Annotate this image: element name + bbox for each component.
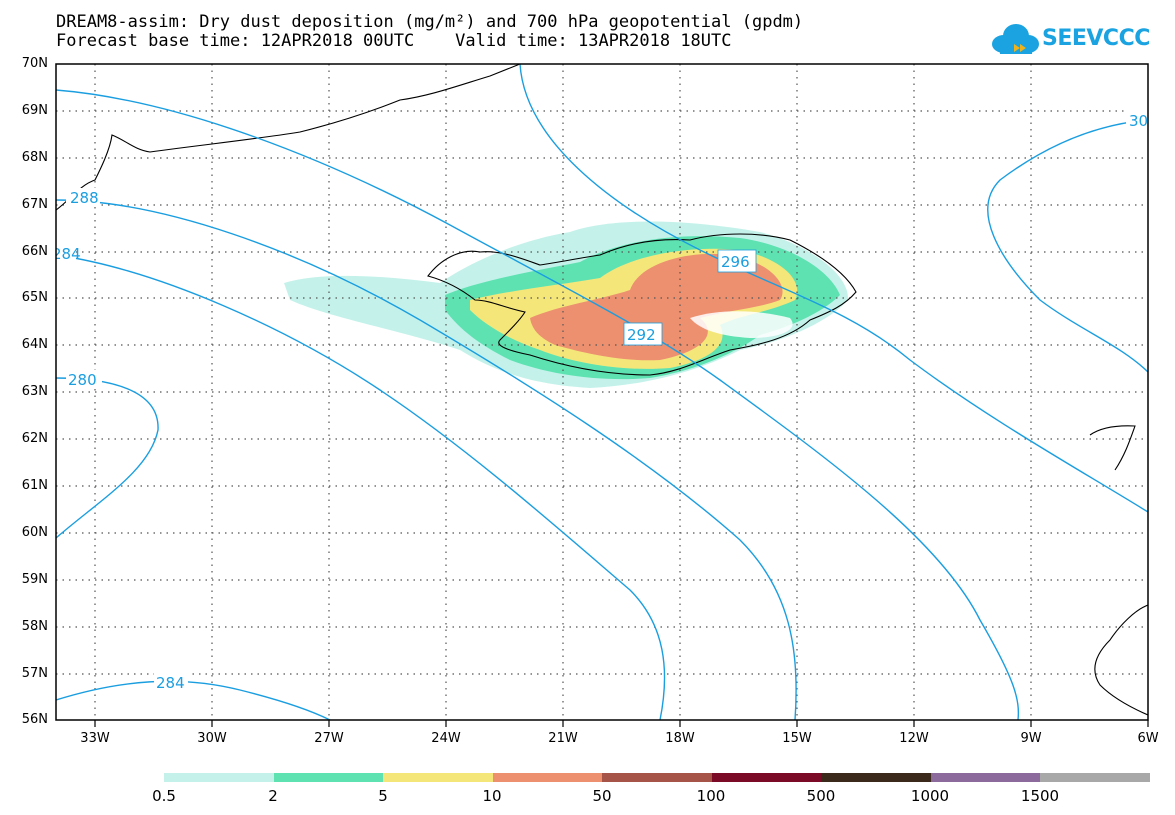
map-frame	[55, 63, 1149, 721]
lat-label: 59N	[21, 572, 48, 587]
colorbar-label: 500	[806, 787, 836, 805]
lat-label: 58N	[21, 619, 48, 634]
axis-ticks	[94, 720, 1149, 727]
graticule	[56, 64, 1148, 720]
colorbar-segment	[1040, 773, 1150, 782]
contour-label: 296	[721, 253, 750, 271]
lat-label: 56N	[21, 712, 48, 727]
cloud-logo-icon	[992, 24, 1039, 54]
colorbar-label: 10	[482, 787, 502, 805]
contour-292	[56, 89, 1020, 720]
lat-label: 69N	[21, 103, 48, 118]
colorbar-label: 2	[268, 787, 278, 805]
lon-label: 18W	[665, 731, 695, 746]
seevccc-logo: SEEVCCC	[990, 22, 1160, 58]
colorbar-label: 1000	[910, 787, 950, 805]
lat-label: 68N	[21, 150, 48, 165]
lon-label: 27W	[314, 731, 344, 746]
colorbar-label: 5	[378, 787, 388, 805]
colorbar-segment	[164, 773, 274, 782]
contour-284-south	[56, 680, 331, 720]
scotland-coast	[1094, 604, 1148, 716]
map-title-line1: DREAM8-assim: Dry dust deposition (mg/m²…	[56, 12, 804, 32]
lon-label: 6W	[1137, 731, 1159, 746]
lat-label: 60N	[21, 525, 48, 540]
colorbar-label: 100	[696, 787, 726, 805]
greenland-coast	[56, 64, 521, 211]
lat-label: 67N	[21, 197, 48, 212]
contour-label: 292	[627, 326, 656, 344]
logo-text: SEEVCCC	[1042, 26, 1150, 51]
lat-label: 66N	[21, 244, 48, 259]
lat-label: 63N	[21, 384, 48, 399]
dust-area-high	[530, 253, 783, 361]
colorbar-segment	[930, 773, 1041, 782]
lat-label: 64N	[21, 337, 48, 352]
lon-label: 15W	[782, 731, 812, 746]
colorbar-label: 50	[592, 787, 612, 805]
geopotential-contours	[56, 64, 1148, 720]
contour-label: 284	[156, 674, 185, 692]
faroe-coast	[1089, 425, 1136, 471]
lon-label: 9W	[1020, 731, 1042, 746]
iceland-coast	[427, 233, 857, 376]
colorbar-segment	[711, 773, 822, 782]
lat-label: 70N	[21, 56, 48, 71]
contour-label: 288	[70, 189, 99, 207]
colorbar-segment	[821, 773, 931, 782]
lat-label: 61N	[21, 478, 48, 493]
contour-280	[56, 377, 159, 539]
contour-label: 30	[1129, 112, 1148, 130]
lat-label: 57N	[21, 666, 48, 681]
contour-label: 280	[68, 371, 97, 389]
dust-deposition-field	[284, 221, 849, 388]
colorbar-segment	[492, 773, 603, 782]
contour-300	[987, 119, 1148, 373]
colorbar-label: 1500	[1020, 787, 1060, 805]
contour-288	[56, 199, 797, 720]
lon-label: 21W	[548, 731, 578, 746]
contour-284-north	[56, 254, 666, 720]
lat-label: 62N	[21, 431, 48, 446]
lon-label: 24W	[431, 731, 461, 746]
contour-label: 284	[52, 245, 81, 263]
colorbar-segment	[273, 773, 384, 782]
contour-296	[519, 64, 1148, 513]
dust-gap	[690, 311, 793, 338]
lon-label: 12W	[899, 731, 929, 746]
map-title-line2: Forecast base time: 12APR2018 00UTC Vali…	[56, 31, 732, 51]
contour-labels: 288 284 280 284 292 296 30	[52, 110, 1148, 692]
coastlines	[56, 64, 1148, 716]
colorbar-label: 0.5	[152, 787, 176, 805]
lon-label: 30W	[197, 731, 227, 746]
lat-label: 65N	[21, 290, 48, 305]
colorbar-segment	[602, 773, 712, 782]
lon-label: 33W	[80, 731, 110, 746]
colorbar-segment	[383, 773, 493, 782]
